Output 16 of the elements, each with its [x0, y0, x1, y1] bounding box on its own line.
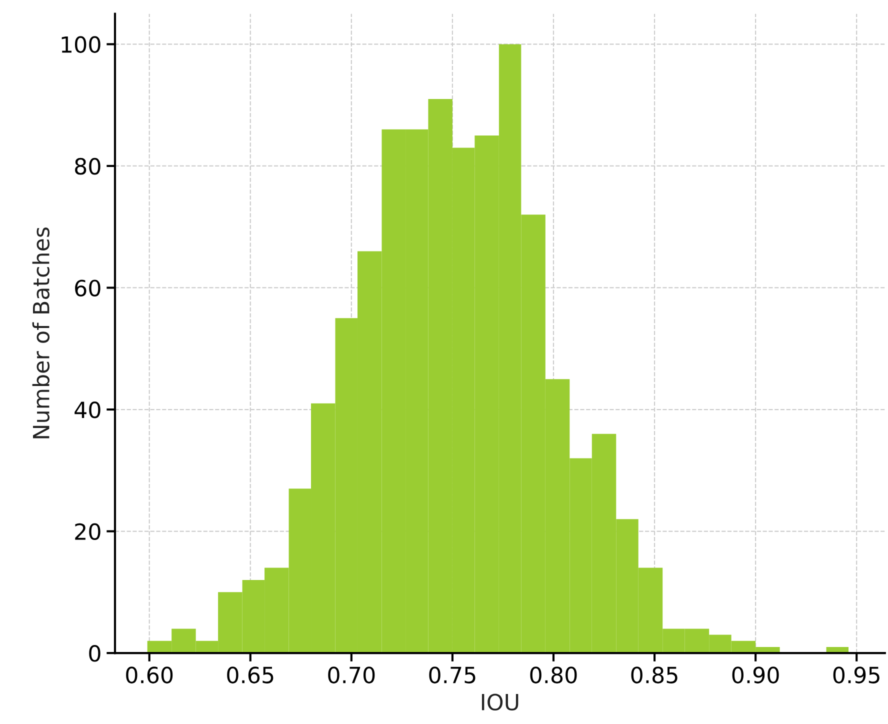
y-tick-label: 60	[75, 280, 100, 296]
x-tick-label: 0.80	[530, 666, 577, 684]
y-tick-label: 0	[89, 645, 100, 662]
x-axis-title: IOU	[482, 694, 518, 711]
x-tick-label: 0.60	[126, 666, 173, 684]
y-tick-label: 80	[75, 158, 100, 175]
x-tick-label: 0.85	[631, 666, 678, 684]
y-tick-label: 20	[75, 523, 100, 540]
x-tick-label: 0.75	[429, 666, 476, 684]
x-tick-label: 0.95	[833, 666, 880, 684]
y-axis-title: Number of Batches	[32, 228, 50, 438]
x-tick-label: 0.65	[227, 666, 274, 684]
x-tick-label: 0.70	[328, 666, 375, 684]
y-tick-label: 100	[62, 36, 100, 53]
y-tick-label: 40	[74, 401, 100, 418]
x-tick-label: 0.90	[732, 666, 779, 684]
